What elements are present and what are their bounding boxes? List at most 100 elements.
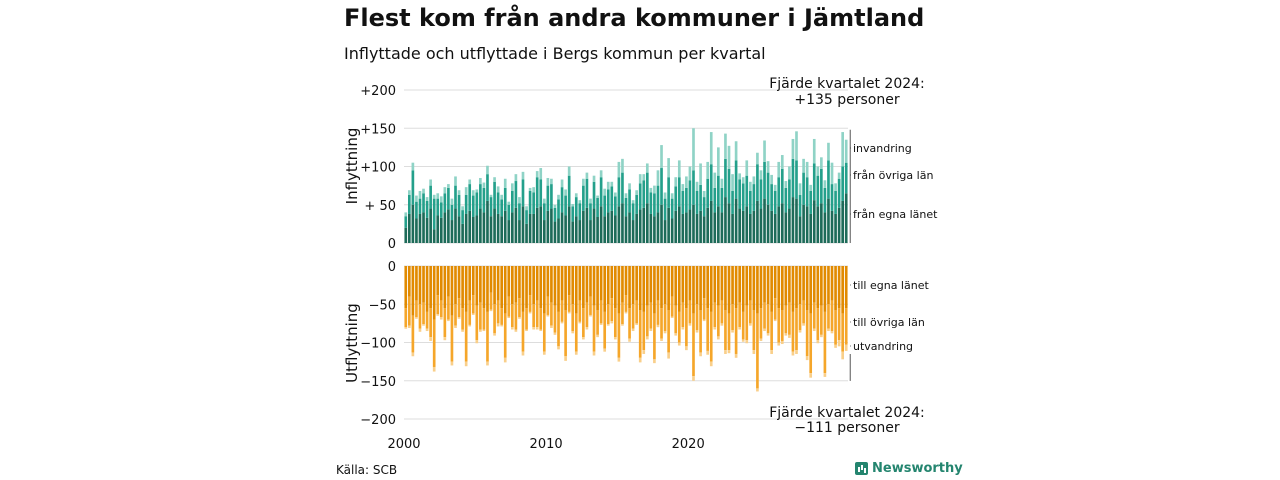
bar-inflow bbox=[688, 166, 692, 181]
brand-logo[interactable]: Newsworthy bbox=[855, 461, 963, 476]
bar-inflow bbox=[457, 216, 461, 243]
bar-inflow bbox=[656, 185, 660, 213]
bar-inflow bbox=[798, 194, 802, 217]
bar-inflow bbox=[677, 160, 681, 178]
bar-outflow bbox=[816, 308, 820, 341]
bar-inflow bbox=[827, 160, 830, 199]
bar-inflow bbox=[841, 200, 844, 243]
bar-inflow bbox=[599, 170, 603, 178]
bar-inflow bbox=[773, 213, 777, 243]
bar-outflow bbox=[578, 266, 582, 301]
bar-inflow bbox=[830, 210, 834, 243]
bar-outflow bbox=[493, 266, 496, 305]
bar-inflow bbox=[812, 200, 816, 243]
bar-outflow bbox=[834, 310, 837, 345]
bar-outflow bbox=[599, 323, 603, 325]
bar-inflow bbox=[439, 202, 443, 218]
bar-outflow bbox=[791, 351, 795, 356]
bar-outflow bbox=[550, 325, 553, 328]
bar-inflow bbox=[631, 203, 635, 221]
bar-outflow bbox=[706, 266, 710, 309]
bar-outflow bbox=[724, 310, 727, 351]
bar-outflow bbox=[471, 295, 475, 314]
bar-inflow bbox=[521, 171, 525, 180]
bar-inflow bbox=[436, 193, 440, 199]
bar-outflow bbox=[685, 346, 688, 351]
bar-inflow bbox=[628, 189, 631, 213]
bar-inflow bbox=[422, 212, 425, 243]
bar-outflow bbox=[717, 266, 720, 306]
bar-inflow bbox=[606, 181, 610, 190]
bar-inflow bbox=[461, 223, 464, 244]
bar-outflow bbox=[702, 298, 706, 320]
bar-inflow bbox=[535, 177, 539, 208]
bar-outflow bbox=[443, 337, 447, 341]
bar-outflow bbox=[560, 321, 564, 324]
y-tick-label: −50 bbox=[369, 298, 396, 313]
bar-outflow bbox=[606, 324, 610, 326]
bar-inflow bbox=[415, 195, 418, 202]
bar-outflow bbox=[827, 328, 830, 332]
bar-outflow bbox=[592, 351, 596, 356]
bar-outflow bbox=[670, 296, 674, 317]
bar-outflow bbox=[788, 334, 791, 338]
bar-outflow bbox=[830, 331, 834, 334]
bar-outflow bbox=[532, 266, 535, 305]
bar-outflow bbox=[518, 266, 521, 299]
bar-outflow bbox=[635, 323, 638, 325]
bar-outflow bbox=[468, 300, 472, 325]
bar-inflow bbox=[468, 184, 472, 211]
bar-outflow bbox=[830, 300, 834, 332]
bar-inflow bbox=[791, 158, 795, 198]
bar-outflow bbox=[763, 266, 766, 303]
bar-outflow bbox=[461, 266, 464, 309]
bar-inflow bbox=[553, 207, 557, 222]
bar-inflow bbox=[741, 183, 745, 211]
bar-outflow bbox=[667, 266, 670, 311]
bar-inflow bbox=[706, 161, 710, 179]
bar-inflow bbox=[450, 204, 454, 221]
bar-outflow bbox=[464, 266, 468, 312]
bar-inflow bbox=[507, 220, 511, 243]
bar-inflow bbox=[656, 170, 660, 186]
bar-inflow bbox=[841, 166, 844, 201]
bar-outflow bbox=[439, 266, 443, 301]
bar-outflow bbox=[564, 310, 567, 357]
bar-inflow bbox=[592, 208, 596, 243]
bar-inflow bbox=[702, 190, 706, 198]
bar-inflow bbox=[550, 178, 553, 185]
bar-inflow bbox=[539, 179, 543, 207]
bar-inflow bbox=[780, 168, 784, 204]
bar-inflow bbox=[578, 220, 582, 243]
bar-outflow bbox=[763, 328, 766, 332]
bar-outflow bbox=[660, 266, 663, 309]
bar-outflow bbox=[454, 325, 457, 328]
bar-outflow bbox=[443, 308, 447, 338]
bar-inflow bbox=[425, 200, 429, 218]
bar-outflow bbox=[535, 327, 539, 330]
bar-outflow bbox=[464, 311, 468, 362]
bar-outflow bbox=[546, 266, 550, 297]
bar-outflow bbox=[724, 266, 727, 311]
bar-outflow bbox=[731, 304, 734, 331]
bar-inflow bbox=[624, 216, 628, 243]
bar-outflow bbox=[457, 317, 461, 319]
bar-inflow bbox=[518, 203, 521, 221]
bar-inflow bbox=[834, 213, 837, 243]
bar-outflow bbox=[574, 313, 578, 352]
bar-inflow bbox=[553, 204, 557, 208]
bar-inflow bbox=[780, 203, 784, 243]
bar-outflow bbox=[592, 266, 596, 306]
bar-inflow bbox=[464, 187, 468, 195]
bar-outflow bbox=[457, 298, 461, 318]
bar-inflow bbox=[802, 204, 805, 243]
bar-outflow bbox=[610, 266, 614, 299]
bar-inflow bbox=[791, 197, 795, 243]
bar-inflow bbox=[745, 160, 749, 176]
bar-inflow bbox=[759, 208, 763, 243]
bar-outflow bbox=[695, 266, 699, 305]
bar-inflow bbox=[450, 220, 454, 243]
bar-outflow bbox=[738, 302, 741, 328]
bar-inflow bbox=[805, 177, 809, 207]
bar-outflow bbox=[709, 266, 713, 312]
